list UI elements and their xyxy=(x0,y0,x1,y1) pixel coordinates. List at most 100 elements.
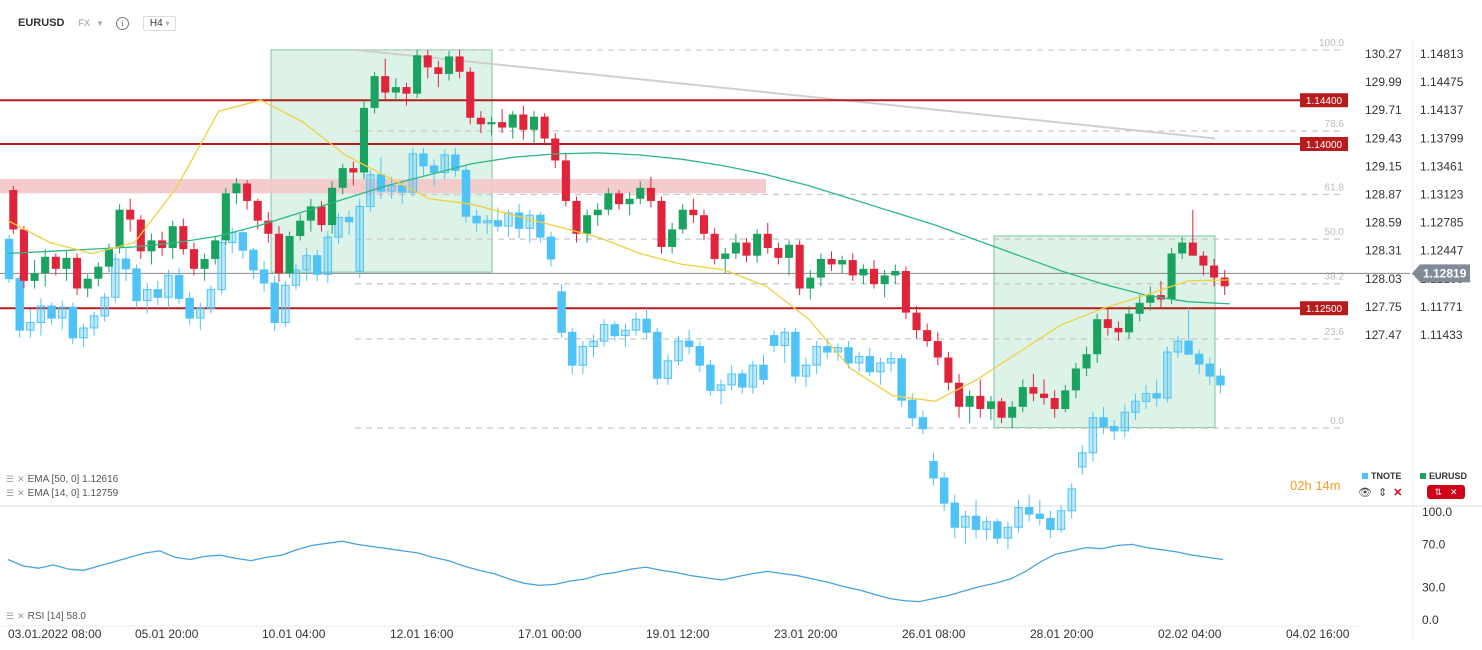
tnote-candle xyxy=(578,346,588,366)
tnote-candle xyxy=(504,212,513,227)
settings-icon[interactable]: ☰ xyxy=(6,474,15,484)
eurusd-candle xyxy=(359,107,369,173)
settings-icon[interactable]: ☰ xyxy=(6,611,15,621)
eurusd-candle xyxy=(540,116,549,139)
close-icon[interactable]: ✕ xyxy=(1393,487,1403,499)
tnote-candle xyxy=(706,364,715,391)
tnote-candle xyxy=(1152,393,1161,399)
tnote-candle xyxy=(546,236,556,260)
chevron-down-icon: ▾ xyxy=(165,18,170,28)
timeframe-select[interactable]: H4 ▾ xyxy=(142,15,177,31)
eurusd-axis-tick: 1.11771 xyxy=(1420,300,1463,314)
eurusd-candle xyxy=(264,220,273,234)
eurusd-candle xyxy=(774,248,783,258)
eurusd-candle xyxy=(487,122,496,125)
series-remove-button[interactable]: ⇅ ✕ xyxy=(1427,485,1465,499)
tnote-axis-tick: 129.71 xyxy=(1365,103,1402,117)
eurusd-candle xyxy=(391,87,400,93)
level-tag-label: 1.14400 xyxy=(1306,96,1343,107)
eurusd-candle xyxy=(1125,313,1134,333)
time-axis-tick: 10.01 04:00 xyxy=(262,627,326,641)
tnote-candle xyxy=(1216,375,1225,386)
legend-eurusd[interactable]: EURUSD xyxy=(1420,471,1467,481)
rsi-axis-tick: 70.0 xyxy=(1422,537,1446,551)
legend-tnote-label: TNOTE xyxy=(1371,471,1402,481)
eurusd-candle xyxy=(328,187,337,226)
eurusd-candle xyxy=(211,240,220,259)
eurusd-candle xyxy=(189,249,198,269)
eurusd-candle xyxy=(1082,354,1091,369)
tnote-candle xyxy=(738,373,747,388)
tnote-candle xyxy=(621,329,630,337)
tnote-candle xyxy=(982,521,991,530)
eurusd-axis-tick: 1.12785 xyxy=(1420,216,1464,230)
close-icon[interactable]: ✕ xyxy=(17,611,25,621)
eurusd-candle xyxy=(1040,393,1049,399)
eye-icon[interactable]: 👁 xyxy=(1358,487,1372,499)
indicator-ema14[interactable]: ☰ ✕ EMA [14, 0] 1.12759 xyxy=(6,488,118,499)
settings-icon[interactable]: ☰ xyxy=(6,488,15,498)
eurusd-axis-tick: 1.14137 xyxy=(1420,103,1464,117)
tnote-candle xyxy=(1099,417,1108,427)
eurusd-candle xyxy=(296,220,305,236)
tnote-candle xyxy=(398,185,407,193)
eurusd-candle xyxy=(444,56,454,74)
tnote-axis-tick: 129.15 xyxy=(1365,159,1402,173)
tnote-candle xyxy=(249,249,258,271)
eurusd-candle xyxy=(434,67,443,74)
eurusd-candle xyxy=(455,56,464,72)
tnote-candle xyxy=(886,358,896,364)
indicator-rsi-label: RSI [14] 58.0 xyxy=(27,611,86,622)
eurusd-candle xyxy=(1071,368,1080,391)
tnote-candle xyxy=(153,289,163,298)
tnote-candle xyxy=(323,236,333,275)
eurusd-candle xyxy=(721,253,730,259)
eurusd-candle xyxy=(986,401,995,409)
symbol-label[interactable]: EURUSD xyxy=(18,17,65,29)
eurusd-candle xyxy=(784,244,794,258)
legend-tnote[interactable]: TNOTE xyxy=(1362,471,1402,481)
eurusd-candle xyxy=(997,401,1006,418)
tnote-candle xyxy=(663,360,673,379)
level-tag xyxy=(1300,93,1348,108)
chevron-down-icon[interactable]: ▼ xyxy=(95,18,104,28)
eurusd-candle xyxy=(232,183,241,194)
eurusd-axis-tick: 1.13123 xyxy=(1420,188,1464,202)
eurusd-candle xyxy=(657,200,666,247)
indicator-ema14-label: EMA [14, 0] 1.12759 xyxy=(27,488,119,499)
eurusd-candle xyxy=(923,330,932,342)
indicator-ema50[interactable]: ☰ ✕ EMA [50, 0] 1.12616 xyxy=(6,474,118,485)
tnote-candle xyxy=(695,346,704,366)
eurusd-candle xyxy=(73,257,82,289)
eurusd-candle xyxy=(1093,319,1102,355)
eurusd-candle xyxy=(827,258,836,265)
tnote-candle xyxy=(57,306,67,319)
legend-swatch xyxy=(1420,473,1426,479)
indicator-rsi[interactable]: ☰ ✕ RSI [14] 58.0 xyxy=(6,611,86,622)
close-icon[interactable]: ✕ xyxy=(17,474,25,484)
tnote-candle xyxy=(185,297,194,319)
eurusd-candle xyxy=(370,76,379,108)
tnote-axis-tick: 128.87 xyxy=(1365,188,1402,202)
close-icon[interactable]: ✕ xyxy=(17,488,25,498)
rsi-axis-tick: 30.0 xyxy=(1422,581,1446,595)
reorder-icon[interactable]: ⇕ xyxy=(1377,487,1388,499)
tnote-candle xyxy=(684,340,694,348)
tnote-candle xyxy=(536,214,545,238)
tnote-candle xyxy=(419,153,428,167)
tnote-candle xyxy=(121,258,131,270)
eurusd-candle xyxy=(795,244,804,289)
eurusd-candle xyxy=(1188,242,1197,256)
info-icon[interactable]: i xyxy=(115,16,129,30)
tnote-candle xyxy=(971,515,981,530)
tnote-candle xyxy=(918,417,928,430)
current-price-tag-label: 1.12819 xyxy=(1423,266,1467,280)
annotation-box xyxy=(993,235,1216,429)
tnote-candle xyxy=(4,238,14,280)
eurusd-candle xyxy=(1178,242,1187,254)
tnote-candle xyxy=(111,258,120,298)
series-controls: 👁 ⇕ ✕ xyxy=(1358,486,1402,499)
eurusd-candle xyxy=(466,71,475,118)
tnote-candle xyxy=(68,306,78,339)
